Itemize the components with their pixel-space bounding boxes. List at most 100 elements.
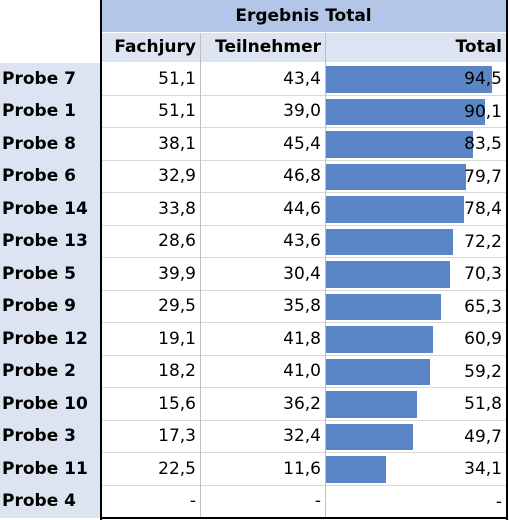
total-value: - [495, 491, 502, 512]
cell-fachjury[interactable]: 22,5 [158, 458, 196, 479]
row-label[interactable]: Probe 8 [0, 128, 100, 161]
total-value: 51,8 [464, 394, 502, 415]
total-value: 79,7 [464, 166, 502, 187]
cell-total[interactable]: 65,3 [326, 291, 506, 324]
cell-total[interactable]: 59,2 [326, 356, 506, 389]
total-data-bar [326, 98, 485, 125]
total-value: 78,4 [464, 199, 502, 220]
total-value: 94,5 [464, 69, 502, 90]
cell-total[interactable]: 72,2 [326, 226, 506, 259]
row-gridline [102, 224, 506, 226]
row-label[interactable]: Probe 7 [0, 63, 100, 96]
cell-total[interactable]: 70,3 [326, 258, 506, 291]
row-label[interactable]: Probe 11 [0, 453, 100, 486]
cell-total[interactable]: - [326, 486, 506, 519]
row-label[interactable]: Probe 2 [0, 355, 100, 388]
cell-fachjury[interactable]: 51,1 [158, 101, 196, 122]
cell-fachjury[interactable]: - [189, 491, 196, 512]
total-data-bar [326, 261, 450, 288]
total-data-bar [326, 196, 464, 223]
total-value: 90,1 [464, 101, 502, 122]
row-gridline [102, 484, 506, 486]
cell-teilnehmer[interactable]: 41,8 [283, 328, 321, 349]
row-gridline [102, 257, 506, 258]
cell-total[interactable]: 34,1 [326, 453, 506, 486]
col-header-fachjury[interactable]: Fachjury [102, 33, 200, 62]
total-data-bar [326, 391, 418, 418]
cell-fachjury[interactable]: 51,1 [158, 68, 196, 89]
cell-total[interactable]: 79,7 [326, 161, 506, 194]
cell-teilnehmer[interactable]: 30,4 [283, 263, 321, 284]
cell-teilnehmer[interactable]: 44,6 [283, 198, 321, 219]
cell-teilnehmer[interactable]: 46,8 [283, 166, 321, 187]
cell-fachjury[interactable]: 33,8 [158, 198, 196, 219]
cell-fachjury[interactable]: 32,9 [158, 166, 196, 187]
cell-teilnehmer[interactable]: 39,0 [283, 101, 321, 122]
cell-total[interactable]: 51,8 [326, 388, 506, 421]
row-label[interactable]: Probe 5 [0, 258, 100, 291]
cell-fachjury[interactable]: 17,3 [158, 426, 196, 447]
cell-teilnehmer[interactable]: 45,4 [283, 133, 321, 154]
row-gridline [102, 452, 506, 453]
cell-fachjury[interactable]: 38,1 [158, 133, 196, 154]
row-gridline [102, 127, 506, 128]
cell-teilnehmer[interactable]: 41,0 [283, 361, 321, 382]
cell-total[interactable]: 90,1 [326, 96, 506, 129]
total-value: 83,5 [464, 134, 502, 155]
row-gridline [102, 94, 506, 96]
cell-fachjury[interactable]: 19,1 [158, 328, 196, 349]
table-border-bottom [100, 517, 508, 519]
row-gridline [102, 322, 506, 323]
cell-teilnehmer[interactable]: - [314, 491, 321, 512]
row-label[interactable]: Probe 3 [0, 420, 100, 453]
total-value: 59,2 [464, 361, 502, 382]
ergebnis-total-header[interactable]: Ergebnis Total [100, 0, 507, 33]
column-gridline [325, 33, 326, 518]
table-border-right [506, 0, 508, 520]
row-gridline [102, 192, 506, 193]
row-label[interactable]: Probe 14 [0, 193, 100, 226]
total-value: 70,3 [464, 264, 502, 285]
cell-fachjury[interactable]: 28,6 [158, 231, 196, 252]
cell-total[interactable]: 49,7 [326, 421, 506, 454]
cell-fachjury[interactable]: 18,2 [158, 361, 196, 382]
row-label[interactable]: Probe 4 [0, 485, 100, 518]
row-gridline [102, 159, 506, 161]
cell-total[interactable]: 94,5 [326, 63, 506, 96]
row-label[interactable]: Probe 13 [0, 225, 100, 258]
row-gridline [102, 419, 506, 421]
col-header-teilnehmer[interactable]: Teilnehmer [201, 33, 325, 62]
row-label[interactable]: Probe 1 [0, 95, 100, 128]
total-value: 72,2 [464, 231, 502, 252]
cell-teilnehmer[interactable]: 32,4 [283, 426, 321, 447]
table-border-left [100, 0, 102, 520]
corner-cell[interactable] [0, 33, 100, 62]
row-label[interactable]: Probe 10 [0, 388, 100, 421]
total-data-bar [326, 293, 441, 320]
total-data-bar [326, 66, 493, 93]
row-label[interactable]: Probe 9 [0, 290, 100, 323]
row-gridline [102, 289, 506, 291]
row-label[interactable]: Probe 12 [0, 323, 100, 356]
cell-teilnehmer[interactable]: 35,8 [283, 296, 321, 317]
cell-total[interactable]: 78,4 [326, 193, 506, 226]
cell-teilnehmer[interactable]: 11,6 [283, 458, 321, 479]
total-data-bar [326, 358, 431, 385]
cell-teilnehmer[interactable]: 36,2 [283, 393, 321, 414]
cell-teilnehmer[interactable]: 43,4 [283, 68, 321, 89]
cell-total[interactable]: 60,9 [326, 323, 506, 356]
row-label[interactable]: Probe 6 [0, 160, 100, 193]
cell-fachjury[interactable]: 29,5 [158, 296, 196, 317]
cell-fachjury[interactable]: 15,6 [158, 393, 196, 414]
cell-total[interactable]: 83,5 [326, 128, 506, 161]
total-data-bar [326, 456, 387, 483]
total-data-bar [326, 163, 467, 190]
total-value: 65,3 [464, 296, 502, 317]
cell-teilnehmer[interactable]: 43,6 [283, 231, 321, 252]
cell-fachjury[interactable]: 39,9 [158, 263, 196, 284]
total-value: 60,9 [464, 329, 502, 350]
column-gridline [200, 33, 201, 518]
col-header-total[interactable]: Total [326, 33, 506, 62]
total-value: 49,7 [464, 426, 502, 447]
